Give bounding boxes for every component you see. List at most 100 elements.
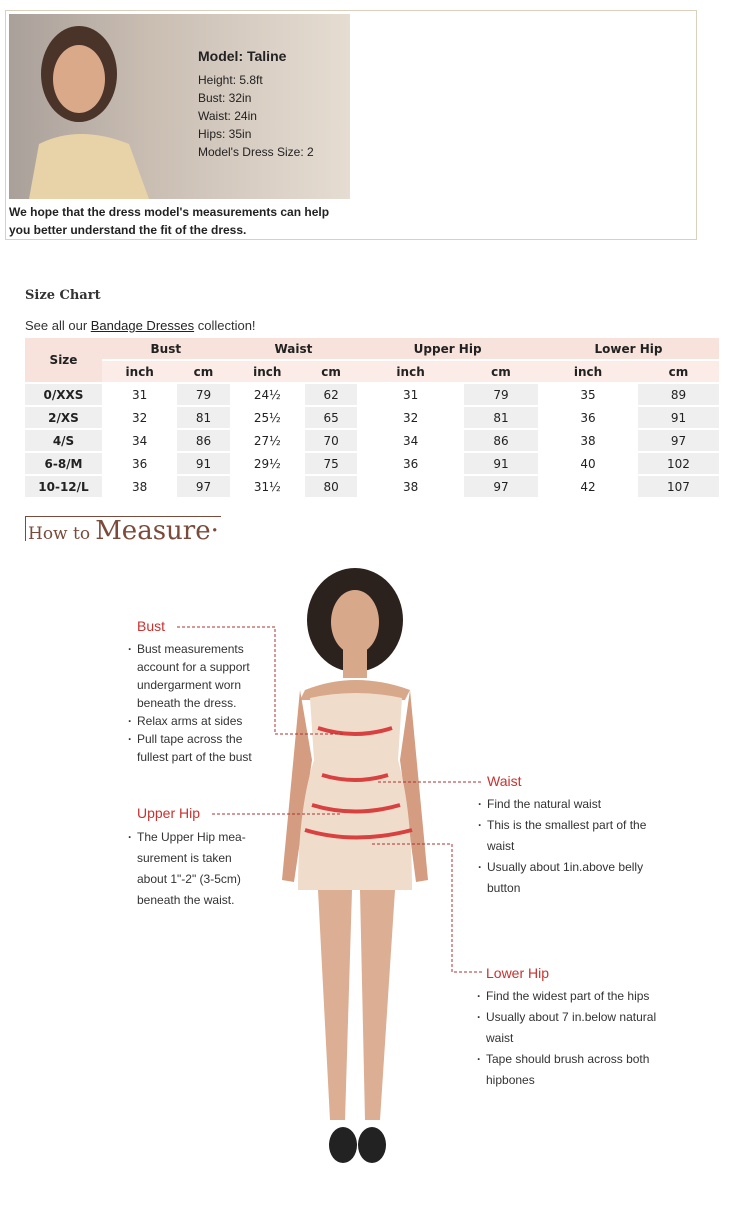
unit-header: cm [304,361,358,382]
upper-hip-instructions: The Upper Hip mea- surement is taken abo… [128,827,253,911]
table-row: 2/XS 32 81 25½ 65 32 81 36 91 [25,407,719,428]
model-height: Height: 5.8ft [198,73,263,87]
leader-lines [177,626,483,973]
instruction-item: This is the smallest part of the waist [478,815,663,857]
unit-header: inch [102,361,178,382]
size-chart-table: Size Bust Waist Upper Hip Lower Hip inch… [25,336,719,499]
measurement-cell: 34 [402,433,419,448]
instruction-item: Find the natural waist [478,794,663,815]
instruction-item: Pull tape across the fullest part of the… [128,730,263,766]
measurement-cell: 36 [132,456,148,471]
unit-header: inch [537,361,638,382]
instruction-item: Relax arms at sides [128,712,263,730]
instruction-item: Find the widest part of the hips [477,986,667,1007]
measurement-cell: 86 [463,430,538,451]
measurement-cell: 91 [463,453,538,474]
measurement-cell: 80 [304,476,358,497]
model-name: Model: Taline [198,48,287,64]
instruction-item: Usually about 7 in.below natural waist [477,1007,667,1049]
unit-header: inch [229,361,305,382]
measurement-cell: 79 [463,384,538,405]
see-all-text: See all our Bandage Dresses collection! [25,318,256,333]
measurement-cell: 97 [637,430,719,451]
bandage-dresses-link[interactable]: Bandage Dresses [90,318,195,333]
table-row: 0/XXS 31 79 24½ 62 31 79 35 89 [25,384,719,405]
measurement-cell: 97 [463,476,538,497]
measurement-cell: 79 [177,384,230,405]
group-header: Lower Hip [537,338,719,359]
measurement-cell: 42 [580,479,596,494]
measurement-cell: 81 [177,407,230,428]
model-bust: Bust: 32in [198,91,252,105]
measurement-cell: 31 [402,387,419,402]
measurement-cell: 32 [132,410,148,425]
measurement-cell: 34 [132,433,148,448]
unit-header: inch [357,361,464,382]
measurement-cell: 35 [580,387,596,402]
measurement-cell: 31 [132,387,148,402]
size-chart-title: Size Chart [25,288,101,303]
measurement-cell: 86 [177,430,230,451]
size-cell: 6-8/M [25,453,102,474]
measurement-cell: 102 [637,453,719,474]
bust-label: Bust [137,618,166,634]
instruction-item: Usually about 1in.above belly button [478,857,663,899]
measurement-cell: 36 [580,410,596,425]
model-info-box: Model: Taline Height: 5.8ft Bust: 32in W… [5,10,697,240]
measurement-cell: 24½ [253,387,281,402]
instruction-item: Bust measurements account for a support … [128,640,263,712]
measurement-cell: 31½ [253,479,281,494]
measure-figure [177,568,483,1163]
model-photo [9,14,350,199]
measurement-cell: 40 [580,456,596,471]
measurement-cell: 38 [580,433,596,448]
upper-hip-label: Upper Hip [137,805,201,821]
unit-header: cm [637,361,719,382]
size-cell: 0/XXS [25,384,102,405]
measurement-cell: 81 [463,407,538,428]
model-figure [282,568,428,1163]
size-header: Size [25,338,102,382]
measurement-cell: 38 [132,479,148,494]
heading-big: Measure [95,516,211,546]
model-note: We hope that the dress model's measureme… [9,205,330,237]
heading-small: How to [28,524,91,544]
measurement-cell: 27½ [253,433,281,448]
how-to-measure-heading: How to Measure· [25,516,221,545]
model-dress-size: Model's Dress Size: 2 [198,145,314,159]
measurement-cell: 62 [304,384,358,405]
size-cell: 2/XS [25,407,102,428]
model-waist: Waist: 24in [198,109,257,123]
measure-arrows [304,726,413,840]
measurement-cell: 25½ [253,410,281,425]
measurement-cell: 38 [402,479,419,494]
unit-header: cm [177,361,230,382]
measurement-cell: 89 [637,384,719,405]
measurement-cell: 29½ [253,456,281,471]
see-all-suffix: collection! [194,318,256,333]
measurement-cell: 32 [402,410,419,425]
waist-label: Waist [487,773,522,789]
group-header: Bust [102,338,230,359]
see-all-prefix: See all our [25,318,91,333]
measurement-cell: 70 [304,430,358,451]
lower-hip-label: Lower Hip [486,965,550,981]
instruction-item: The Upper Hip mea- surement is taken abo… [128,827,253,911]
measurement-cell: 91 [177,453,230,474]
lower-hip-instructions: Find the widest part of the hipsUsually … [477,986,667,1091]
measurement-cell: 36 [402,456,419,471]
table-row: 4/S 34 86 27½ 70 34 86 38 97 [25,430,719,451]
measurement-cell: 75 [304,453,358,474]
bust-instructions: Bust measurements account for a support … [128,640,263,766]
model-hips: Hips: 35in [198,127,252,141]
instruction-item: Tape should brush across both hipbones [477,1049,667,1091]
group-header: Waist [229,338,358,359]
measurement-cell: 97 [177,476,230,497]
unit-header: cm [463,361,538,382]
size-cell: 10-12/L [25,476,102,497]
waist-instructions: Find the natural waistThis is the smalle… [478,794,663,899]
measurement-cell: 91 [637,407,719,428]
table-row: 10-12/L 38 97 31½ 80 38 97 42 107 [25,476,719,497]
group-header: Upper Hip [357,338,538,359]
model-illustration [29,26,149,199]
